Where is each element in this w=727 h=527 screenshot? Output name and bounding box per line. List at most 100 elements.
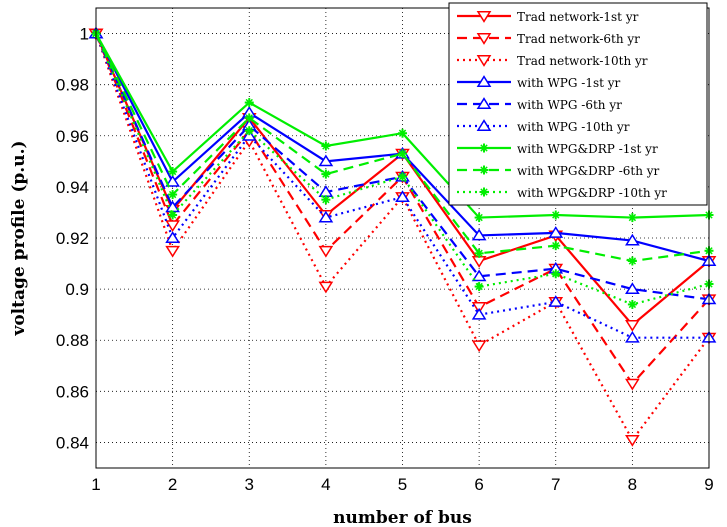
data-point — [474, 248, 484, 258]
x-axis-label: number of bus — [333, 508, 472, 527]
data-point — [395, 190, 410, 203]
data-point — [627, 299, 637, 309]
data-point — [627, 256, 637, 266]
legend-item: with WPG&DRP -1st yr — [457, 142, 658, 156]
x-tick-label: 4 — [321, 475, 330, 494]
data-point — [474, 282, 484, 292]
data-point — [471, 302, 487, 314]
series-9 — [91, 29, 714, 309]
legend: Trad network-1st yr Trad network-6th yr Tr… — [448, 2, 708, 206]
data-point — [471, 228, 487, 241]
data-point — [548, 295, 564, 307]
y-tick-label: 0.98 — [56, 76, 89, 95]
axis-ticks: 1 2 3 4 5 6 7 8 9 0.84 0.86 0.88 0.9 0.92 0.94 0.96 0.98… — [56, 25, 714, 494]
data-point — [321, 195, 331, 205]
legend-item: with WPG -1st yr — [457, 75, 621, 90]
data-point — [625, 330, 640, 343]
data-point — [321, 141, 331, 151]
data-point — [479, 143, 489, 153]
data-point — [625, 233, 640, 246]
data-point — [476, 55, 492, 67]
data-point — [476, 75, 492, 87]
legend-label: with WPG -1st yr — [517, 76, 621, 90]
legend-item: Trad network-10th yr — [457, 54, 648, 68]
legend-item: Trad network-1st yr — [457, 10, 639, 24]
legend-label: with WPG&DRP -10th yr — [517, 186, 667, 200]
data-point — [165, 245, 180, 258]
data-point — [551, 269, 561, 279]
legend-label: Trad network-6th yr — [517, 32, 640, 46]
x-tick-label: 1 — [91, 475, 100, 494]
data-point — [627, 213, 637, 223]
legend-label: with WPG -6th yr — [517, 98, 622, 112]
data-point — [165, 220, 180, 233]
data-point — [474, 213, 484, 223]
data-point — [625, 378, 640, 391]
data-point — [551, 241, 561, 251]
data-point — [244, 98, 254, 108]
data-point — [625, 434, 640, 447]
y-tick-label: 0.84 — [56, 433, 89, 452]
y-tick-label: 0.88 — [56, 331, 89, 350]
data-point — [471, 340, 487, 353]
data-point — [321, 169, 331, 179]
series-6 — [88, 26, 717, 343]
series-line — [95, 33, 710, 263]
x-tick-label: 7 — [551, 475, 560, 494]
x-tick-label: 3 — [245, 475, 254, 494]
data-point — [398, 172, 407, 182]
data-point — [398, 128, 407, 138]
data-point — [318, 210, 334, 223]
data-point — [551, 210, 561, 220]
data-point — [625, 282, 640, 295]
legend-item: with WPG -6th yr — [457, 97, 622, 112]
data-point — [168, 167, 178, 177]
x-tick-label: 8 — [628, 475, 637, 494]
data-point — [625, 319, 640, 332]
legend-label: with WPG -10th yr — [517, 120, 630, 134]
legend-label: with WPG&DRP -1st yr — [517, 142, 658, 156]
series-line — [94, 33, 710, 306]
data-point — [168, 190, 178, 200]
x-tick-label: 9 — [704, 475, 713, 494]
data-point — [479, 165, 489, 175]
legend-item: with WPG&DRP -10th yr — [457, 186, 667, 200]
legend-label: with WPG&DRP -6th yr — [517, 164, 660, 178]
data-point — [476, 119, 492, 131]
y-tick-label: 0.86 — [56, 382, 89, 401]
data-point — [476, 97, 492, 109]
series-layer — [88, 26, 717, 447]
data-point — [471, 307, 487, 320]
series-line — [94, 33, 709, 339]
data-point — [548, 226, 564, 238]
x-tick-label: 6 — [474, 475, 483, 494]
x-tick-label: 2 — [168, 475, 177, 494]
legend-item: Trad network-6th yr — [457, 32, 640, 46]
y-tick-label: 0.96 — [56, 127, 89, 146]
y-tick-label: 0.92 — [56, 229, 89, 248]
data-point — [165, 174, 180, 187]
data-point — [318, 281, 334, 294]
legend-item: with WPG -10th yr — [457, 119, 630, 134]
data-point — [471, 269, 487, 282]
legend-label: Trad network-1st yr — [517, 10, 639, 24]
data-point — [244, 113, 254, 123]
data-point — [165, 231, 180, 243]
data-point — [168, 210, 178, 220]
data-point — [398, 149, 407, 159]
y-tick-label: 1 — [80, 25, 89, 44]
y-tick-label: 0.94 — [56, 178, 89, 197]
y-tick-label: 0.9 — [65, 280, 89, 299]
plot-frame — [95, 7, 710, 469]
data-point — [318, 154, 334, 167]
data-point — [479, 187, 489, 197]
data-point — [241, 128, 257, 141]
series-8 — [91, 29, 714, 266]
data-point — [476, 11, 492, 23]
data-point — [476, 33, 492, 45]
data-point — [244, 126, 254, 136]
legend-label: Trad network-10th yr — [517, 54, 648, 68]
x-tick-label: 5 — [398, 475, 407, 494]
legend-item: with WPG&DRP -6th yr — [457, 164, 660, 178]
